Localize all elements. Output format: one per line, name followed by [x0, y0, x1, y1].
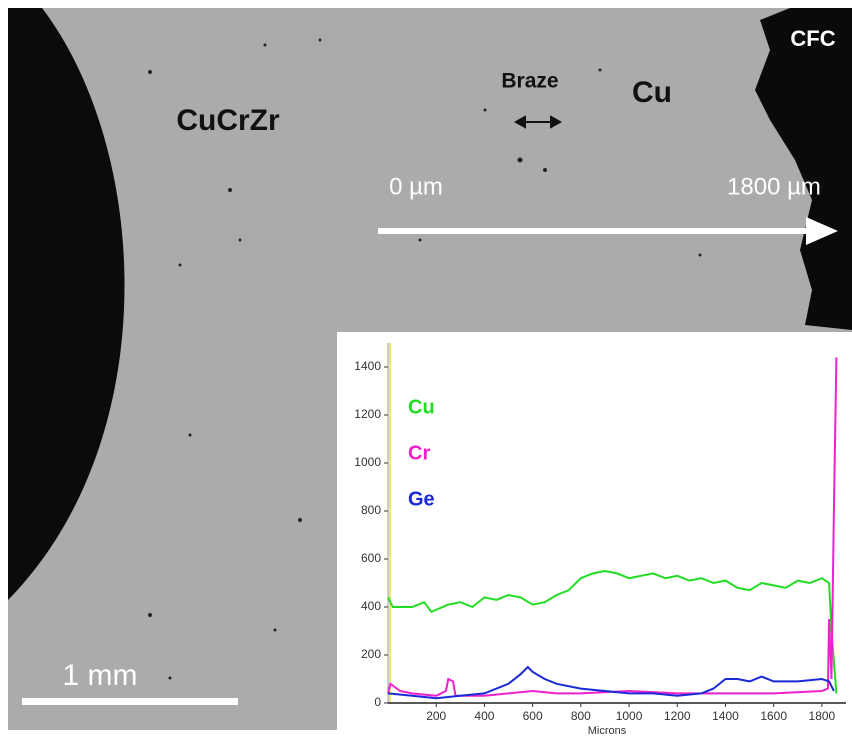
inset-chart	[337, 332, 852, 738]
cucrzr-label: CuCrZr	[176, 104, 280, 137]
y-tick-label: 400	[361, 599, 381, 613]
x-tick-label: 600	[523, 709, 543, 723]
legend-entry: Ge	[408, 488, 435, 510]
x-tick-label: 1200	[664, 709, 691, 723]
x-tick-label: 1600	[760, 709, 787, 723]
braze-label: Braze	[501, 70, 558, 93]
figure: CFC Braze Cu CuCrZr 0 µm 1800 µm 1 mm 0 2…	[0, 0, 852, 738]
y-tick-label: 1400	[354, 359, 381, 373]
cu-label: Cu	[632, 76, 672, 109]
x-tick-label: 1800	[809, 709, 836, 723]
x-tick-label: 1000	[616, 709, 643, 723]
start-label: 0 µm	[389, 173, 443, 200]
page: { "image_labels": { "cfc": "CFC", "braze…	[0, 0, 852, 738]
end-label: 1800 µm	[727, 173, 821, 200]
legend-entry: Cr	[408, 442, 430, 464]
scale-bar-label: 1 mm	[63, 659, 138, 692]
scale-bar	[22, 698, 238, 705]
y-tick-label: 600	[361, 551, 381, 565]
y-tick-label: 200	[361, 647, 381, 661]
x-tick-label: 1400	[712, 709, 739, 723]
y-tick-label: 800	[361, 503, 381, 517]
cfc-label: CFC	[790, 26, 835, 51]
y-tick-label: 1000	[354, 455, 381, 469]
y-tick-label: 1200	[354, 407, 381, 421]
y-tick-label: 0	[374, 695, 381, 709]
x-tick-label: 800	[571, 709, 591, 723]
x-tick-label: 200	[426, 709, 446, 723]
x-tick-label: 400	[474, 709, 494, 723]
legend-entry: Cu	[408, 396, 435, 418]
x-axis-label: Microns	[588, 725, 627, 737]
